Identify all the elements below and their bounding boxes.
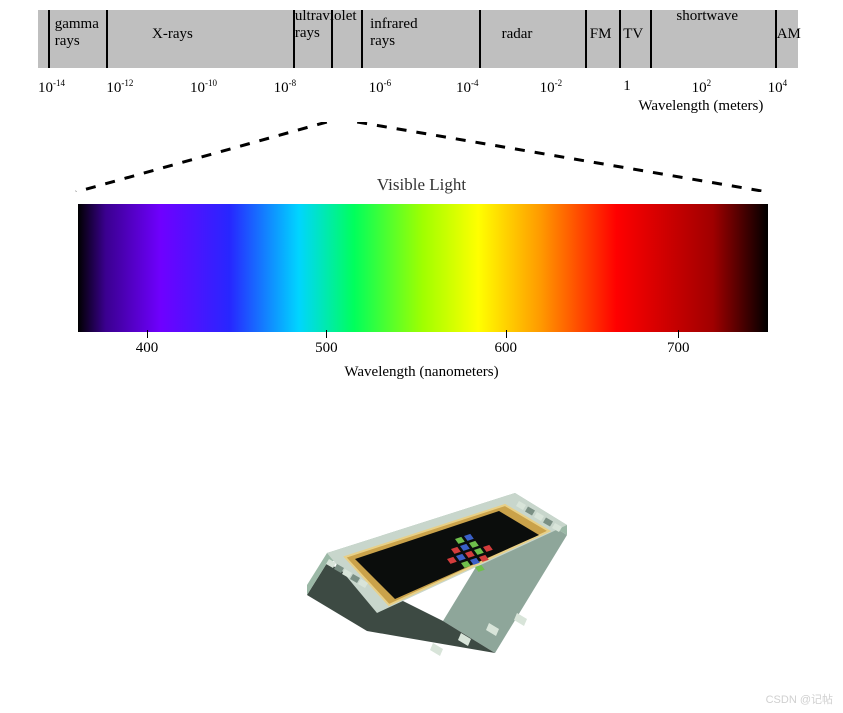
em-scale-value: 10-6	[369, 78, 392, 97]
em-scale-value: 10-8	[274, 78, 297, 97]
visible-spectrum-bar	[78, 204, 768, 332]
visible-tick	[147, 330, 148, 338]
visible-tick	[506, 330, 507, 338]
visible-scale-value: 500	[315, 340, 338, 357]
em-scale-value: 10-2	[540, 78, 563, 97]
visible-scale-value: 600	[495, 340, 518, 357]
chip-pad	[430, 643, 443, 656]
visible-scale-value: 400	[136, 340, 159, 357]
em-tick	[479, 10, 481, 68]
em-region-label: FM	[590, 26, 612, 43]
visible-tick	[326, 330, 327, 338]
em-region-label: radar	[502, 26, 533, 43]
em-tick	[585, 10, 587, 68]
em-band: gamma rays X-rays ultraviolet rays infrared…	[38, 10, 798, 68]
em-tick	[361, 10, 363, 68]
visible-scale-value: 700	[667, 340, 690, 357]
em-tick	[106, 10, 108, 68]
em-tick	[619, 10, 621, 68]
em-region-label: ultraviolet rays	[295, 8, 357, 41]
em-scale-value: 104	[768, 78, 788, 97]
em-scale-value: 10-10	[190, 78, 217, 97]
em-scale-value: 10-12	[106, 78, 133, 97]
em-tick	[48, 10, 50, 68]
em-scale-value: 10-14	[38, 78, 65, 97]
em-tick	[650, 10, 652, 68]
visible-axis-label: Wavelength (nanometers)	[0, 364, 843, 381]
em-region-label: gamma rays	[55, 16, 99, 49]
chip-image	[0, 440, 843, 695]
em-scale-value: 1	[623, 78, 631, 95]
em-scale-value: 10-4	[456, 78, 479, 97]
em-region-label: shortwave	[676, 8, 738, 25]
em-scale: Wavelength (meters) 10-14 10-12 10-10 10-8 1…	[38, 72, 798, 122]
em-region-label: AM	[777, 26, 801, 43]
em-scale-value: 102	[692, 78, 712, 97]
em-region-label: TV	[623, 26, 643, 43]
spectrum-gradient	[78, 204, 768, 332]
visible-tick	[678, 330, 679, 338]
em-region-label: X-rays	[152, 26, 193, 43]
watermark: CSDN @记帖	[766, 691, 833, 707]
em-region-label: infrared rays	[370, 16, 417, 49]
em-axis-label: Wavelength (meters)	[638, 98, 763, 115]
visible-light-title: Visible Light	[0, 175, 843, 195]
em-spectrum: gamma rays X-rays ultraviolet rays infrared…	[38, 10, 798, 122]
